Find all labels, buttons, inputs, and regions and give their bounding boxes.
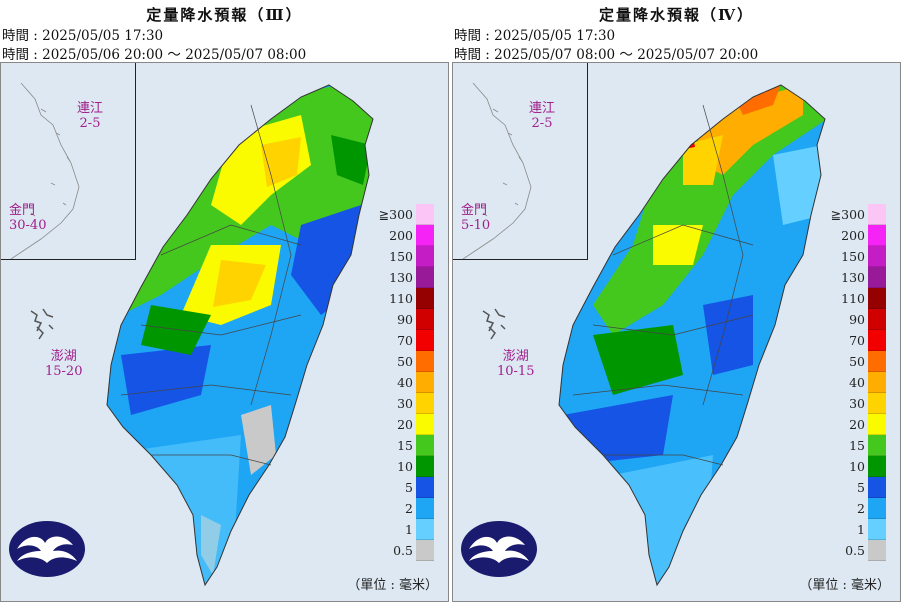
- outlying-islands-inset: [1, 63, 136, 260]
- valid-time: 時間 : 2025/05/07 08:00 ～ 2025/05/07 20:00: [454, 47, 759, 63]
- valid-time: 時間 : 2025/05/06 20:00 ～ 2025/05/07 08:00: [2, 47, 307, 63]
- taiwan-rainfall-shading: [106, 84, 374, 587]
- forecast-panel-3: 定量降水預報（Ⅲ） 時間 : 2025/05/05 17:30 時間 : 202…: [0, 0, 449, 602]
- rainfall-map: 連江 2-5 金門 5-10 澎湖 10-15: [452, 62, 901, 602]
- island-penghu: 澎湖 10-15: [497, 349, 535, 379]
- unit-label: （單位 : 毫米）: [799, 578, 890, 593]
- island-kinmen: 金門 5-10: [461, 203, 491, 233]
- island-kinmen: 金門 30-40: [9, 203, 47, 233]
- panel-title: 定量降水預報（Ⅲ）: [146, 6, 303, 24]
- island-lienchiang: 連江 2-5: [529, 101, 556, 131]
- forecast-panel-4: 定量降水預報（Ⅳ） 時間 : 2025/05/05 17:30 時間 : 202…: [452, 0, 901, 602]
- outlying-islands-inset: [453, 63, 588, 260]
- cwa-cloud-logo-icon: [9, 521, 85, 577]
- unit-label: （單位 : 毫米）: [347, 578, 438, 593]
- island-penghu: 澎湖 15-20: [45, 349, 83, 379]
- island-lienchiang: 連江 2-5: [77, 101, 104, 131]
- china-coast-outline: [10, 82, 80, 259]
- panel-title: 定量降水預報（Ⅳ）: [598, 6, 755, 24]
- rainfall-map: 連江 2-5 金門 30-40 澎湖 15-20: [0, 62, 449, 602]
- cwa-cloud-logo-icon: [461, 521, 537, 577]
- china-coast-outline: [462, 82, 532, 259]
- issue-time: 時間 : 2025/05/05 17:30: [454, 28, 616, 44]
- penghu-islands-outline: [482, 308, 506, 340]
- taiwan-rainfall-shading: [558, 84, 826, 587]
- issue-time: 時間 : 2025/05/05 17:30: [2, 28, 164, 44]
- penghu-islands-outline: [30, 308, 54, 340]
